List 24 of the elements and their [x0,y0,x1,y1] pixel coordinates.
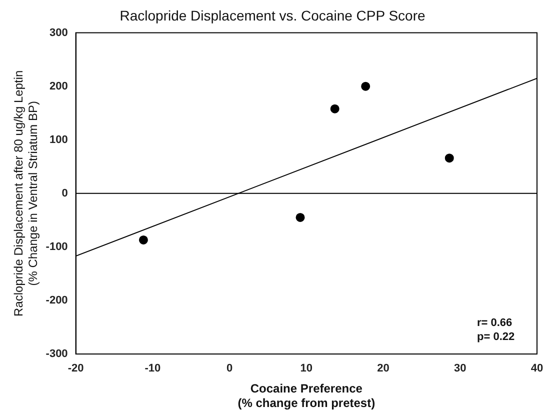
chart-title: Raclopride Displacement vs. Cocaine CPP Score [120,7,426,24]
x-tick-label: 10 [300,362,313,375]
y-tick-label: 200 [49,80,68,92]
y-axis-title: Raclopride Displacement after 80 ug/kg Leptin (% Change in Ventral Striatum BP) [12,70,40,316]
y-tick-label: -300 [46,348,68,360]
x-tick-label: 40 [530,362,544,375]
point [296,212,305,222]
y-tick-label: -200 [46,294,68,306]
y-tick-label: -100 [46,240,68,253]
point [330,104,340,114]
x-tick-label: -10 [144,362,161,375]
x-tick-label: 0 [226,362,233,375]
y-tick-label: 100 [49,134,68,146]
y-tick-label: 300 [49,26,68,39]
annotation: r= 0.66 [477,317,512,329]
x-tick-label: 30 [454,362,466,375]
y-tick-label: 0 [62,187,68,200]
point [138,235,148,244]
point [361,82,370,91]
annotation: p= 0.22 [477,331,515,343]
point [444,154,454,163]
x-tick-label: 20 [377,362,390,375]
x-tick-label: -20 [68,362,84,375]
x-axis-title: Cocaine Preference (% change from pretest) [238,382,376,410]
